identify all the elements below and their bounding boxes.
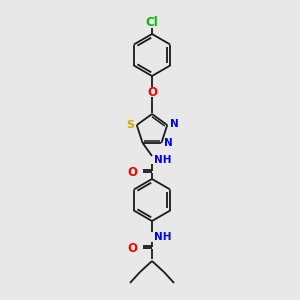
Text: NH: NH: [154, 232, 172, 242]
Text: O: O: [147, 85, 157, 98]
Text: O: O: [127, 166, 137, 178]
Text: NH: NH: [154, 155, 172, 165]
Text: N: N: [164, 138, 173, 148]
Text: O: O: [127, 242, 137, 254]
Text: N: N: [170, 119, 179, 129]
Text: Cl: Cl: [146, 16, 158, 28]
Text: S: S: [126, 120, 134, 130]
